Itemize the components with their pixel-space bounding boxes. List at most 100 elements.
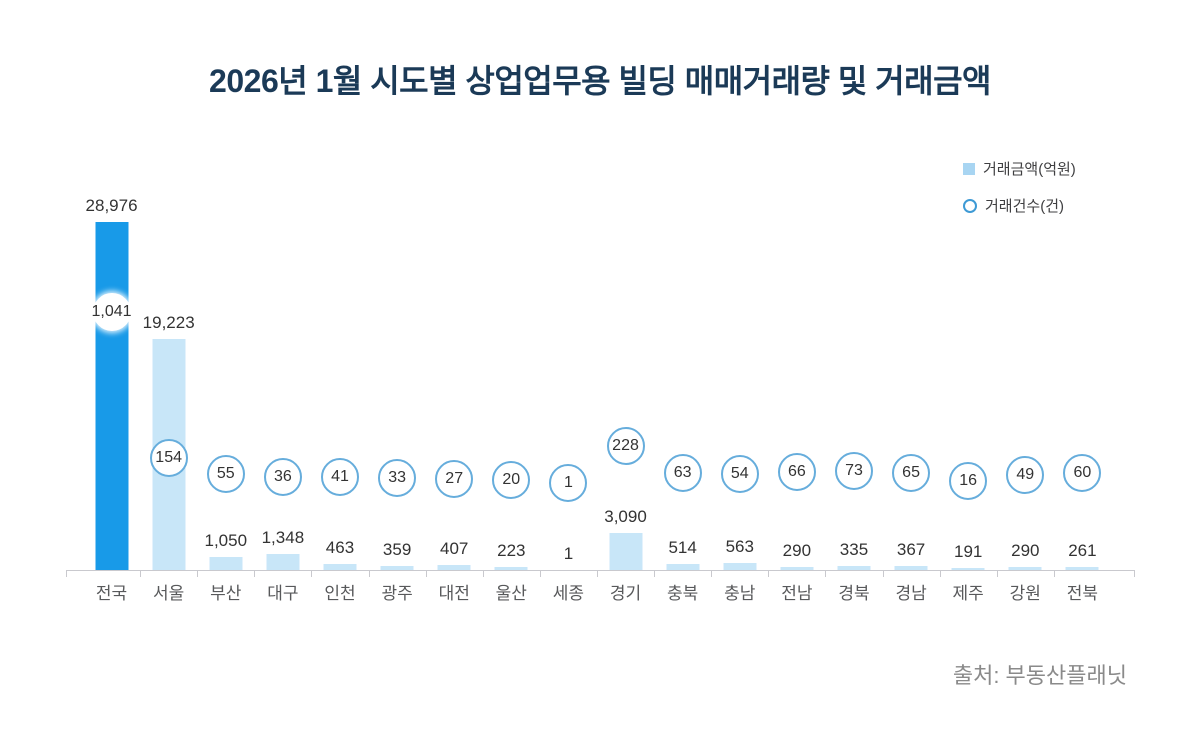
amount-bar <box>780 566 814 570</box>
amount-label: 514 <box>668 537 697 557</box>
x-axis-label: 경남 <box>895 584 927 603</box>
x-axis-label: 충남 <box>724 584 756 603</box>
amount-bar <box>609 532 643 570</box>
category-column: 16 191 제주 <box>940 150 997 603</box>
amount-label: 359 <box>382 539 412 559</box>
amount-bar <box>894 565 928 570</box>
x-axis-label: 울산 <box>495 584 527 603</box>
count-bubble: 36 <box>263 458 302 497</box>
amount-bar <box>494 567 528 570</box>
x-axis-label: 충북 <box>667 584 699 603</box>
axis-tick <box>1134 571 1135 577</box>
category-column: 55 1,050 부산 <box>197 150 254 603</box>
amount-label: 191 <box>954 541 983 561</box>
category-column: 41 463 인천 <box>311 150 368 603</box>
category-column: 27 407 대전 <box>426 150 483 603</box>
x-axis-label: 전남 <box>781 584 813 603</box>
amount-label: 335 <box>839 539 869 559</box>
count-bubble: 49 <box>1006 456 1045 495</box>
legend-count-label: 거래건수(건) <box>985 198 1064 215</box>
amount-label: 290 <box>1011 540 1040 560</box>
x-axis-label: 전북 <box>1066 584 1099 603</box>
count-bubble: 66 <box>777 453 816 492</box>
count-bubble: 55 <box>206 455 245 494</box>
x-axis-label: 대구 <box>267 584 299 603</box>
axis-tick <box>825 571 827 577</box>
axis-tick <box>66 571 67 577</box>
count-bubble: 54 <box>720 455 759 494</box>
amount-label: 1,348 <box>261 527 305 547</box>
amount-bar <box>209 557 243 570</box>
amount-label: 1 <box>563 544 574 563</box>
x-axis-label: 부산 <box>210 584 242 603</box>
legend-amount-label: 거래금액(억원) <box>983 161 1076 178</box>
axis-tick <box>939 571 941 577</box>
amount-label: 28,976 <box>85 196 138 215</box>
x-axis-label: 경기 <box>609 584 642 603</box>
source-credit: 출처: 부동산플래닛 <box>952 663 1127 688</box>
amount-bar <box>1008 566 1042 570</box>
category-column: 65 367 경남 <box>883 150 940 603</box>
x-axis-label: 전국 <box>95 584 128 603</box>
count-bubble: 154 <box>149 438 188 477</box>
count-bubble: 16 <box>949 461 988 500</box>
amount-label: 367 <box>896 539 926 559</box>
x-axis-label: 인천 <box>324 584 356 603</box>
axis-tick <box>254 571 256 577</box>
amount-bar <box>1065 566 1099 570</box>
amount-bar <box>95 222 129 570</box>
amount-label: 261 <box>1068 540 1097 560</box>
axis-tick <box>311 571 313 577</box>
count-bubble: 63 <box>663 453 702 492</box>
x-axis-label: 경북 <box>838 584 870 603</box>
amount-label: 1,050 <box>204 531 248 551</box>
amount-label: 407 <box>440 539 469 559</box>
amount-bar <box>437 565 471 570</box>
count-bubble: 33 <box>378 458 417 497</box>
category-column: 154 19,223 서울 <box>140 150 197 603</box>
amount-square-icon <box>963 162 975 175</box>
amount-label: 19,223 <box>142 313 195 333</box>
category-column: 228 3,090 경기 <box>597 150 654 603</box>
count-bubble: 228 <box>606 426 645 465</box>
amount-label: 290 <box>782 540 812 560</box>
axis-tick <box>368 571 370 577</box>
count-bubble: 73 <box>834 452 873 491</box>
axis-tick <box>425 571 427 577</box>
axis-tick <box>197 571 199 577</box>
amount-bar <box>266 553 300 570</box>
count-bubble: 65 <box>892 453 931 492</box>
amount-bar <box>723 563 757 570</box>
count-bubble: 1 <box>549 464 588 502</box>
axis-tick <box>539 571 541 577</box>
legend: 거래금액(억원) 거래건수(건) <box>963 158 1076 216</box>
axis-tick <box>996 571 998 577</box>
amount-label: 3,090 <box>604 506 647 526</box>
category-column: 54 563 충남 <box>711 150 768 603</box>
x-axis-label: 대전 <box>438 584 470 603</box>
count-bubble: 27 <box>435 459 474 498</box>
plot-area: 1,041 28,976 전국 154 19,223 서울 55 1,050 부… <box>66 150 1135 603</box>
axis-tick <box>140 571 142 577</box>
count-bubble: 60 <box>1063 454 1102 493</box>
axis-tick <box>1053 571 1055 577</box>
category-column: 73 335 경북 <box>825 150 882 603</box>
category-column: 1,041 28,976 전국 <box>83 150 140 603</box>
x-axis-label: 서울 <box>153 584 185 603</box>
category-column: 33 359 광주 <box>369 150 426 603</box>
columns: 1,041 28,976 전국 154 19,223 서울 55 1,050 부… <box>66 150 1135 603</box>
category-column: 60 261 전북 <box>1054 150 1111 603</box>
axis-tick <box>482 571 484 577</box>
amount-label: 563 <box>725 537 754 557</box>
x-axis-label: 제주 <box>952 584 984 603</box>
count-bubble: 20 <box>492 460 531 499</box>
axis-tick <box>711 571 713 577</box>
category-column: 63 514 충북 <box>654 150 711 603</box>
axis-tick <box>654 571 656 577</box>
amount-label: 223 <box>497 541 526 561</box>
amount-bar <box>951 567 985 570</box>
amount-bar <box>666 563 700 570</box>
category-column: 36 1,348 대구 <box>254 150 311 603</box>
count-bubble: 1,041 <box>92 293 132 332</box>
